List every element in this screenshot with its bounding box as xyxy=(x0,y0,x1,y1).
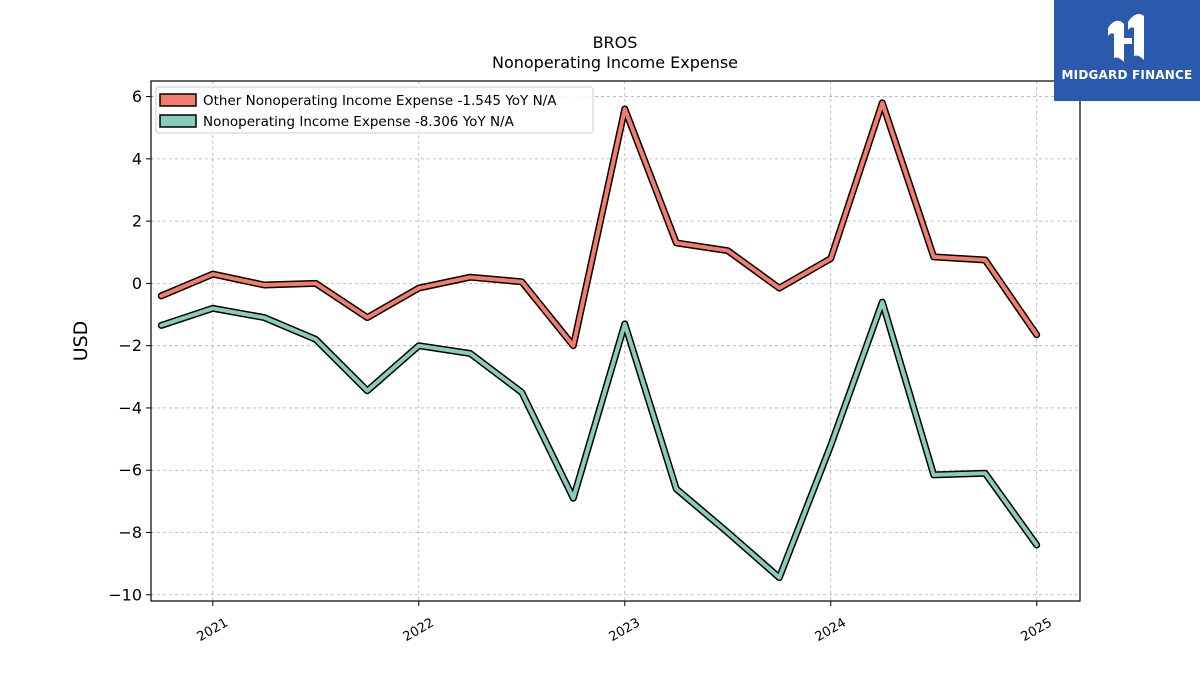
y-tick-label: −2 xyxy=(118,336,142,355)
series-layer xyxy=(157,99,1041,582)
y-tick-label: −10 xyxy=(108,585,142,604)
logo-mark-icon xyxy=(1108,14,1144,62)
series-line-other-nonoperating-income-expense xyxy=(159,100,1039,348)
y-tick-label: 4 xyxy=(132,149,142,168)
grid-lines xyxy=(151,81,1080,601)
x-tick-label: 2023 xyxy=(607,615,643,645)
plot-frame xyxy=(150,80,1081,602)
series-outline-nonoperating-income-expense xyxy=(157,298,1041,582)
legend: Other Nonoperating Income Expense -1.545… xyxy=(155,86,594,134)
x-axis: 2021 2022 2023 2024 2025 xyxy=(195,601,1055,645)
logo-text: MIDGARD FINANCE xyxy=(1061,68,1193,82)
legend-swatch-nonop xyxy=(159,114,197,128)
y-tick-label: −8 xyxy=(118,523,142,542)
brand-logo: MIDGARD FINANCE xyxy=(1054,0,1200,101)
x-tick-label: 2022 xyxy=(401,615,437,645)
y-tick-label: 0 xyxy=(132,274,142,293)
x-tick-label: 2021 xyxy=(195,615,231,645)
y-tick-label: 6 xyxy=(132,87,142,106)
legend-label-nonop: Nonoperating Income Expense -8.306 YoY N… xyxy=(203,114,515,130)
legend-box xyxy=(155,86,594,134)
legend-swatch-other xyxy=(159,93,197,107)
x-tick-label: 2025 xyxy=(1019,615,1055,645)
chart-subtitle: Nonoperating Income Expense xyxy=(492,53,738,72)
x-tick-label: 2024 xyxy=(813,615,849,645)
y-axis: 6 4 2 0 −2 −4 −6 −8 −10 xyxy=(108,87,151,604)
y-tick-label: −4 xyxy=(118,398,142,417)
series-line-nonoperating-income-expense xyxy=(159,300,1039,580)
y-axis-label: USD xyxy=(70,321,92,362)
chart-title: BROS xyxy=(593,33,638,52)
legend-label-other: Other Nonoperating Income Expense -1.545… xyxy=(203,93,557,109)
y-tick-label: 2 xyxy=(132,212,142,231)
y-tick-label: −6 xyxy=(118,461,142,480)
